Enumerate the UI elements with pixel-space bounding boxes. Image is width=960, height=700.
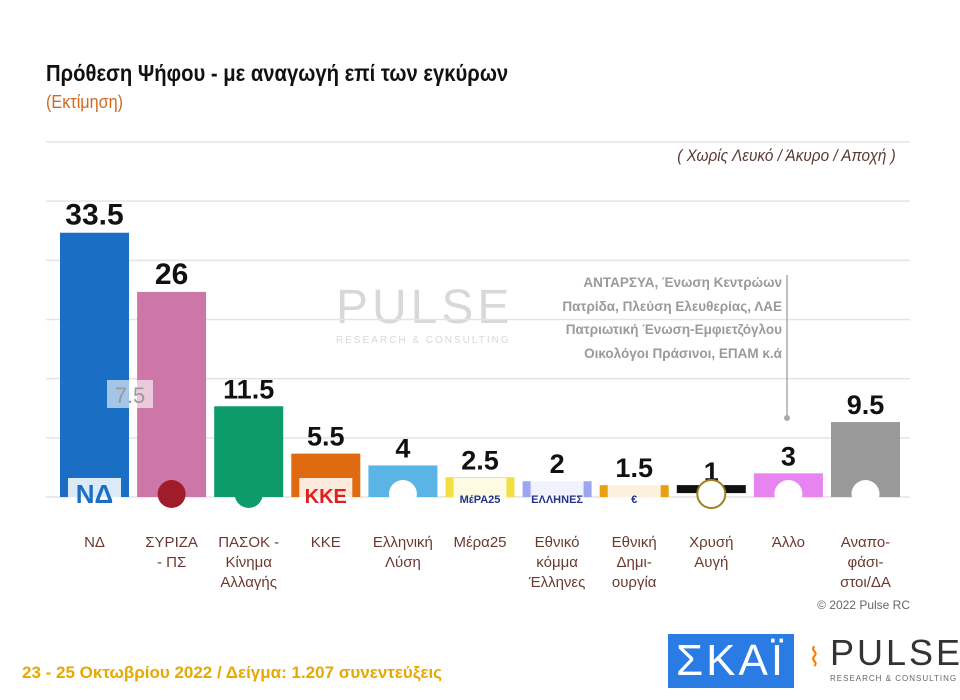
party-logo-bg bbox=[530, 478, 584, 512]
pulse-logo: ⌇ PULSE RESEARCH & CONSULTING bbox=[808, 632, 960, 683]
chart-note: ( Χωρίς Λευκό / Άκυρο / Αποχή ) bbox=[677, 146, 896, 165]
pulse-logo-tagline: RESEARCH & CONSULTING bbox=[830, 674, 958, 683]
gap-annotation-bg bbox=[107, 380, 153, 408]
party-logo bbox=[774, 480, 803, 508]
category-label: - ΠΣ bbox=[157, 554, 186, 571]
category-label: Άλλο bbox=[772, 534, 805, 551]
data-label: 3 bbox=[781, 441, 796, 471]
data-label: 5.5 bbox=[307, 422, 345, 452]
party-logo-bg bbox=[607, 478, 661, 512]
party-logo: ΚΚΕ bbox=[305, 486, 347, 508]
category-label: στοι/ΔΑ bbox=[840, 574, 891, 591]
category-label: Εθνικό bbox=[535, 534, 580, 551]
party-logo bbox=[851, 480, 880, 508]
pulse-logo-name: PULSE bbox=[830, 632, 960, 673]
others-leader-dot bbox=[784, 415, 790, 421]
category-label: Μέρα25 bbox=[453, 534, 506, 551]
party-logo bbox=[234, 480, 263, 508]
others-note: ΑΝΤΑΡΣΥΑ, Ένωση Κεντρώων Πατρίδα, Πλεύση… bbox=[562, 271, 782, 365]
watermark-tagline: RESEARCH & CONSULTING bbox=[336, 335, 511, 346]
party-logo bbox=[388, 480, 417, 508]
party-logo bbox=[157, 480, 186, 508]
category-label: ΣΥΡΙΖΑ bbox=[145, 534, 198, 551]
data-label: 9.5 bbox=[847, 390, 885, 420]
party-logo: ΜέΡΑ25 bbox=[460, 494, 501, 506]
data-label: 26 bbox=[155, 258, 188, 291]
data-label: 33.5 bbox=[65, 199, 123, 232]
category-label: Αναπο- bbox=[841, 534, 890, 551]
party-logo-bg bbox=[453, 478, 507, 512]
others-line: ΑΝΤΑΡΣΥΑ, Ένωση Κεντρώων bbox=[583, 275, 782, 290]
party-logo: € bbox=[631, 494, 637, 506]
category-label: Χρυσή bbox=[689, 534, 733, 551]
category-label: Κίνημα bbox=[225, 554, 272, 571]
category-label: Ελληνική bbox=[373, 534, 433, 551]
data-label: 2 bbox=[550, 449, 565, 479]
bar bbox=[60, 232, 129, 497]
category-label: Έλληνες bbox=[528, 574, 586, 591]
category-label: ΝΔ bbox=[84, 534, 105, 551]
copyright: © 2022 Pulse RC bbox=[817, 598, 910, 612]
chart-subtitle: (Εκτίμηση) bbox=[46, 92, 124, 112]
party-logo: ΕΛΛΗΝΕΣ bbox=[531, 494, 583, 506]
chart-title: Πρόθεση Ψήφου - με αναγωγή επί των εγκύρ… bbox=[46, 60, 509, 86]
category-label: ΚΚΕ bbox=[311, 534, 341, 551]
category-label: ΠΑΣΟΚ - bbox=[218, 534, 279, 551]
party-logo: ΝΔ bbox=[76, 479, 113, 509]
party-logo-bg bbox=[68, 478, 121, 512]
watermark-name: PULSE bbox=[336, 281, 514, 334]
party-logo bbox=[696, 479, 727, 509]
party-logo-bg bbox=[299, 478, 353, 512]
others-line: Πατριωτική Ένωση-Εμφιετζόγλου bbox=[565, 322, 782, 337]
category-label: Αυγή bbox=[694, 554, 728, 571]
data-label: 4 bbox=[395, 433, 410, 463]
category-label: Αλλαγής bbox=[220, 574, 277, 591]
category-label: φάσι- bbox=[848, 554, 884, 571]
pulse-wave-icon: ⌇ bbox=[808, 642, 821, 672]
gap-annotation: 7.5 bbox=[115, 383, 146, 408]
others-line: Πατρίδα, Πλεύση Ελευθερίας, ΛΑΕ bbox=[562, 298, 782, 314]
category-label: Δημι- bbox=[617, 554, 652, 571]
category-label: Εθνική bbox=[612, 534, 657, 551]
category-label: Λύση bbox=[385, 554, 421, 571]
category-label: ουργία bbox=[612, 574, 657, 591]
skai-logo: ΣΚΑΪ bbox=[668, 634, 794, 688]
category-label: κόμμα bbox=[536, 554, 578, 571]
data-label: 2.5 bbox=[461, 445, 499, 475]
footer-date-sample: 23 - 25 Οκτωβρίου 2022 / Δείγμα: 1.207 σ… bbox=[22, 663, 443, 682]
others-line: Οικολόγοι Πράσινοι, ΕΠΑΜ κ.ά bbox=[584, 345, 782, 361]
data-label: 11.5 bbox=[223, 374, 274, 404]
pulse-watermark: PULSE RESEARCH & CONSULTING bbox=[300, 280, 513, 346]
